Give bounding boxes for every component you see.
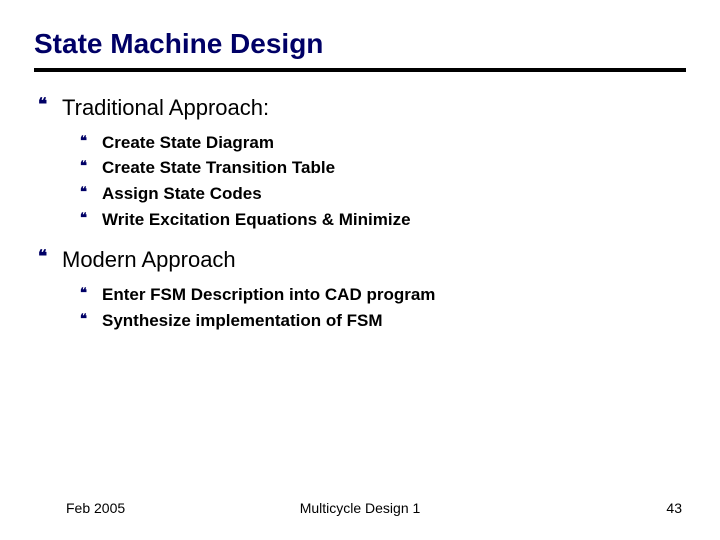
slide: State Machine Design ❝ Traditional Appro… [0, 0, 720, 540]
sublist: ❝ Enter FSM Description into CAD program… [34, 284, 686, 333]
bullet-glyph: ❝ [80, 183, 102, 201]
bullet-level2: ❝ Enter FSM Description into CAD program [80, 284, 686, 307]
bullet-text: Create State Transition Table [102, 157, 335, 180]
bullet-text: Synthesize implementation of FSM [102, 310, 383, 333]
bullet-level2: ❝ Write Excitation Equations & Minimize [80, 209, 686, 232]
bullet-glyph: ❝ [80, 157, 102, 175]
bullet-glyph: ❝ [38, 94, 62, 116]
bullet-glyph: ❝ [80, 310, 102, 328]
bullet-text: Assign State Codes [102, 183, 262, 206]
bullet-level2: ❝ Assign State Codes [80, 183, 686, 206]
bullet-text: Traditional Approach: [62, 94, 269, 122]
bullet-level2: ❝ Synthesize implementation of FSM [80, 310, 686, 333]
bullet-text: Create State Diagram [102, 132, 274, 155]
slide-footer: Feb 2005 Multicycle Design 1 43 [0, 500, 720, 516]
bullet-glyph: ❝ [80, 284, 102, 302]
slide-title: State Machine Design [34, 28, 686, 60]
bullet-glyph: ❝ [38, 246, 62, 268]
bullet-level2: ❝ Create State Transition Table [80, 157, 686, 180]
bullet-glyph: ❝ [80, 132, 102, 150]
footer-page-number: 43 [666, 500, 682, 516]
footer-title: Multicycle Design 1 [300, 500, 421, 516]
sublist: ❝ Create State Diagram ❝ Create State Tr… [34, 132, 686, 233]
footer-date: Feb 2005 [66, 500, 125, 516]
bullet-level1: ❝ Traditional Approach: [34, 94, 686, 122]
title-rule [34, 68, 686, 72]
bullet-level1: ❝ Modern Approach [34, 246, 686, 274]
bullet-level2: ❝ Create State Diagram [80, 132, 686, 155]
bullet-glyph: ❝ [80, 209, 102, 227]
bullet-text: Enter FSM Description into CAD program [102, 284, 435, 307]
bullet-text: Write Excitation Equations & Minimize [102, 209, 411, 232]
bullet-text: Modern Approach [62, 246, 236, 274]
